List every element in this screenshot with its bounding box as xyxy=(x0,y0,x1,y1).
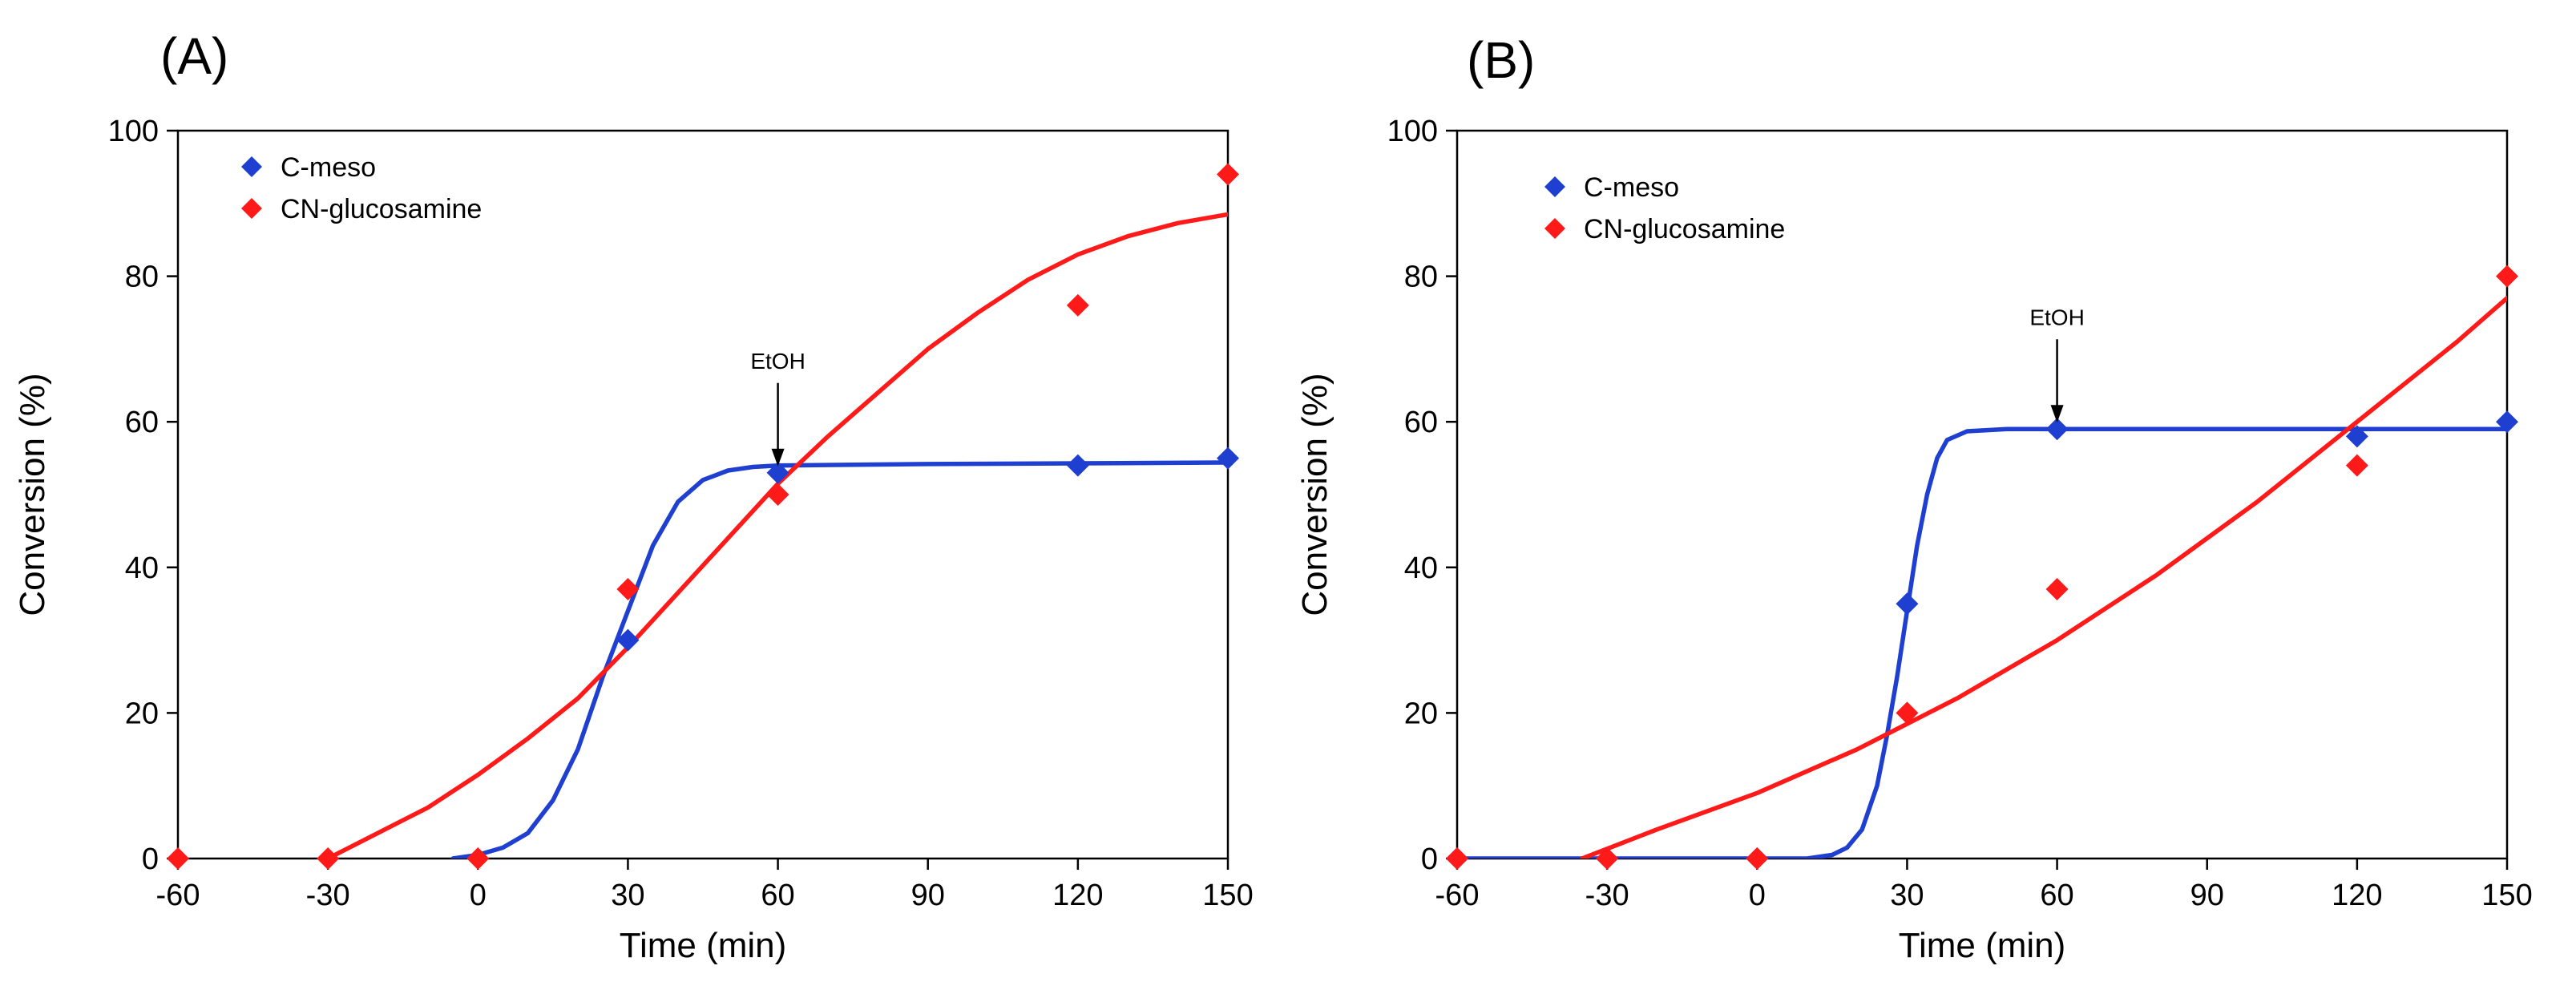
data-point-cn-glucosamine-b xyxy=(2345,454,2368,477)
panel-b: (B) -60 -30 0 30 60 90 120 150 0 20 40 60 80 100 Time (… xyxy=(1295,31,2533,965)
data-point-cn-glucosamine-a xyxy=(1217,163,1239,186)
x-tick-label-b: 30 xyxy=(1890,879,1924,912)
fit-curve-cn-glucosamine-a xyxy=(325,212,1228,859)
annotation-arrow-head-a xyxy=(771,448,785,467)
legend-marker-c-meso-a xyxy=(241,156,262,177)
data-point-c-meso-b xyxy=(2496,410,2518,434)
fit-curve-c-meso-b xyxy=(1457,426,2507,859)
x-axis-title-a: Time (min) xyxy=(620,926,787,965)
x-tick-label-b: -60 xyxy=(1435,879,1480,912)
y-tick-label-a: 80 xyxy=(125,261,159,294)
plot-frame-b xyxy=(1456,129,2509,860)
y-tick-label-b: 80 xyxy=(1404,261,1438,294)
annotation-etoh-a: EtOH xyxy=(750,349,805,374)
plot-frame-a xyxy=(176,129,1229,860)
data-point-c-meso-b xyxy=(2045,418,2069,441)
data-point-cn-glucosamine-b xyxy=(1446,847,1468,870)
panel-a: (A) -60 -30 0 30 60 90 120 150 0 20 40 60 80 100 Time (… xyxy=(13,27,1254,965)
data-point-c-meso-a xyxy=(1066,454,1089,477)
y-tick-label-b: 40 xyxy=(1404,552,1438,585)
data-point-cn-glucosamine-a xyxy=(466,847,490,870)
y-tick-label-a: 60 xyxy=(125,406,159,439)
y-tick-label-a: 0 xyxy=(142,842,159,876)
data-point-c-meso-a xyxy=(1217,446,1239,470)
data-point-cn-glucosamine-a xyxy=(317,847,340,870)
y-axis-title-b: Conversion (%) xyxy=(1295,373,1334,616)
data-point-cn-glucosamine-b xyxy=(2045,578,2069,601)
data-point-c-meso-b xyxy=(2345,425,2368,448)
legend-marker-c-meso-b xyxy=(1544,176,1565,197)
data-point-c-meso-a xyxy=(616,628,640,652)
y-tick-label-b: 100 xyxy=(1387,115,1438,148)
y-tick-label-a: 100 xyxy=(108,115,159,148)
data-point-cn-glucosamine-b xyxy=(1596,847,1619,870)
panel-label-a: (A) xyxy=(160,27,228,85)
legend-marker-cn-glucosamine-a xyxy=(241,198,262,219)
x-tick-label-b: 150 xyxy=(2481,879,2532,912)
x-tick-label-b: 60 xyxy=(2040,879,2073,912)
data-point-cn-glucosamine-a xyxy=(766,483,789,506)
y-tick-label-b: 60 xyxy=(1404,406,1438,439)
legend-marker-cn-glucosamine-b xyxy=(1544,218,1565,239)
legend-label-cn-glucosamine-a: CN-glucosamine xyxy=(281,194,482,224)
data-point-cn-glucosamine-a xyxy=(1066,293,1089,317)
data-point-cn-glucosamine-b xyxy=(2496,265,2518,288)
x-tick-label-a: -60 xyxy=(156,879,200,912)
legend-label-cn-glucosamine-b: CN-glucosamine xyxy=(1584,214,1785,244)
legend-label-c-meso-b: C-meso xyxy=(1584,172,1679,203)
x-tick-label-b: 120 xyxy=(2332,879,2382,912)
x-tick-label-b: 0 xyxy=(1749,879,1766,912)
x-tick-label-a: -30 xyxy=(306,879,350,912)
data-point-cn-glucosamine-a xyxy=(616,578,640,601)
data-point-c-meso-a xyxy=(766,461,789,484)
data-point-cn-glucosamine-b xyxy=(1746,847,1769,870)
x-axis-title-b: Time (min) xyxy=(1899,926,2066,965)
x-tick-label-a: 120 xyxy=(1052,879,1103,912)
x-tick-label-a: 150 xyxy=(1202,879,1253,912)
fit-curve-cn-glucosamine-b xyxy=(1580,296,2507,859)
y-tick-label-b: 20 xyxy=(1404,697,1438,730)
x-tick-label-a: 60 xyxy=(761,879,794,912)
y-axis-title-a: Conversion (%) xyxy=(13,373,52,616)
annotation-arrow-head-b xyxy=(2050,405,2064,423)
fit-curve-c-meso-a xyxy=(450,460,1228,859)
legend-label-c-meso-a: C-meso xyxy=(281,152,376,183)
x-tick-label-a: 30 xyxy=(611,879,644,912)
x-tick-label-b: -30 xyxy=(1585,879,1629,912)
x-tick-label-a: 90 xyxy=(911,879,945,912)
y-tick-label-a: 40 xyxy=(125,552,159,585)
x-tick-label-a: 0 xyxy=(470,879,487,912)
data-point-c-meso-b xyxy=(1896,592,1919,616)
data-point-cn-glucosamine-a xyxy=(167,847,189,870)
y-tick-label-b: 0 xyxy=(1421,842,1438,876)
y-tick-label-a: 20 xyxy=(125,697,159,730)
panel-label-b: (B) xyxy=(1467,31,1535,89)
data-point-cn-glucosamine-b xyxy=(1896,701,1919,725)
annotation-etoh-b: EtOH xyxy=(2029,305,2084,329)
x-tick-label-b: 90 xyxy=(2190,879,2224,912)
